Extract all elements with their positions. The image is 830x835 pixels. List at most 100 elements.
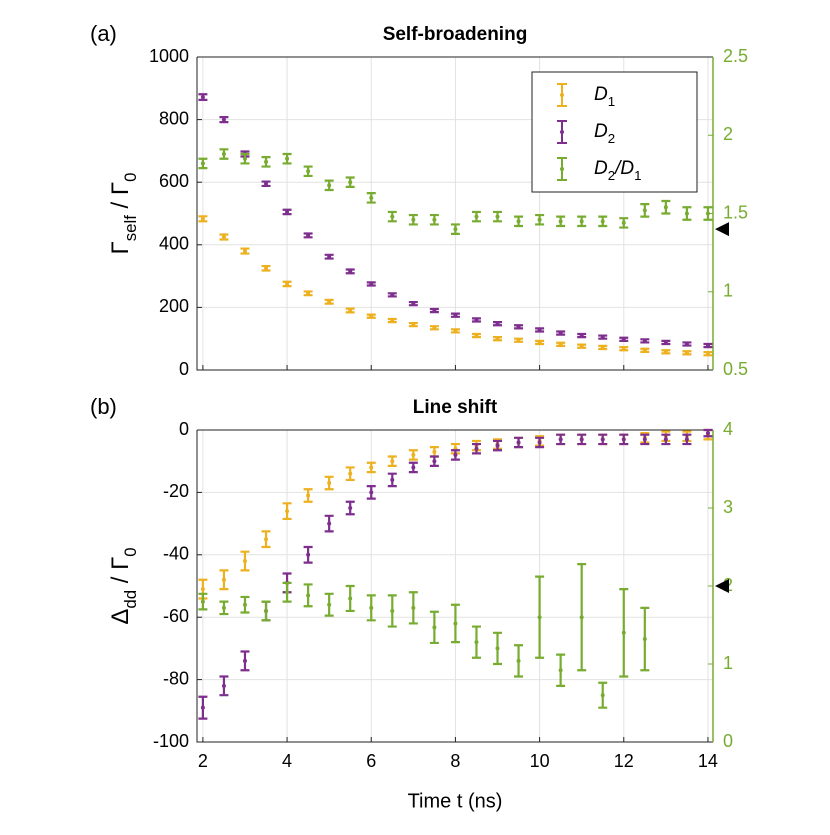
y2-tick-label: 0.5: [723, 359, 748, 379]
data-point: [684, 211, 689, 216]
error-bar: [556, 433, 566, 446]
error-bar: [471, 332, 481, 339]
y-tick-label: 800: [159, 108, 189, 128]
error-bar: [366, 313, 376, 319]
error-bar: [493, 336, 503, 342]
data-point: [432, 449, 437, 454]
axes-frame: [196, 430, 713, 743]
y-tick-label: 200: [159, 296, 189, 316]
error-bar: [556, 330, 566, 336]
data-point: [516, 324, 521, 329]
panel-label: (a): [90, 21, 117, 46]
error-bar: [345, 307, 355, 314]
data-point: [390, 477, 395, 482]
data-point: [432, 459, 437, 464]
x-tick-label: 10: [530, 751, 550, 771]
text-part: Δ: [107, 609, 134, 625]
error-bar: [198, 695, 208, 720]
data-point: [558, 437, 563, 442]
subscript: 1: [608, 94, 615, 109]
error-bar: [450, 449, 460, 461]
x-tick-label: 14: [698, 751, 718, 771]
data-point: [600, 335, 605, 340]
data-point: [411, 322, 416, 327]
data-point: [495, 443, 500, 448]
data-point: [474, 333, 479, 338]
error-bar: [408, 300, 418, 307]
data-point: [306, 493, 311, 498]
data-point: [327, 299, 332, 304]
data-point: [495, 336, 500, 341]
data-point: [642, 437, 647, 442]
error-bar: [429, 446, 439, 458]
error-bar: [366, 281, 376, 287]
error-bar: [598, 681, 608, 709]
axis-marker: [715, 222, 729, 237]
data-point: [285, 509, 290, 514]
data-point: [558, 219, 563, 224]
error-bar: [471, 625, 481, 659]
error-bar: [219, 115, 229, 124]
data-point: [221, 577, 226, 582]
error-bar: [514, 644, 524, 678]
data-point: [453, 452, 458, 457]
data-point: [327, 481, 332, 486]
legend-dot: [560, 167, 564, 171]
error-bar: [535, 575, 545, 659]
error-bar: [493, 210, 503, 223]
error-bar: [387, 317, 397, 324]
data-point: [285, 209, 290, 214]
error-bar: [661, 349, 671, 355]
error-bar: [471, 442, 481, 455]
error-bar: [577, 563, 587, 672]
error-bar: [261, 264, 271, 272]
y2-tick-label: 0: [723, 731, 733, 751]
error-bar: [324, 298, 334, 305]
data-point: [537, 340, 542, 345]
error-bar: [198, 157, 208, 170]
data-point: [537, 440, 542, 445]
error-bar: [282, 152, 292, 165]
data-point: [705, 351, 710, 356]
panel-label: (b): [90, 394, 117, 419]
data-point: [516, 658, 521, 663]
error-bar: [577, 433, 587, 446]
error-bar: [324, 253, 334, 260]
data-point: [579, 615, 584, 620]
error-bar: [408, 449, 418, 461]
data-point: [537, 217, 542, 222]
error-bar: [198, 93, 208, 101]
subscript: 0: [121, 173, 140, 182]
y-axis-label: Δdd / Γ0: [107, 547, 140, 624]
y-tick-label: -20: [163, 481, 189, 501]
y-tick-label: 0: [179, 359, 189, 379]
data-point: [200, 95, 205, 100]
error-bar: [429, 213, 439, 226]
data-point: [264, 537, 269, 542]
error-bar: [577, 332, 587, 339]
error-bar: [577, 343, 587, 349]
data-point: [579, 333, 584, 338]
text-part: D: [594, 158, 608, 179]
error-bar: [219, 233, 229, 241]
error-bar: [556, 653, 566, 687]
error-bar: [682, 433, 692, 446]
data-point: [579, 344, 584, 349]
y-tick-label: -80: [163, 668, 189, 688]
data-point: [369, 314, 374, 319]
y2-tick-label: 1: [723, 653, 733, 673]
data-point: [453, 313, 458, 318]
data-point: [516, 440, 521, 445]
data-point: [264, 608, 269, 613]
y2-tick-label: 4: [723, 419, 733, 439]
error-bar: [450, 603, 460, 644]
data-point: [642, 348, 647, 353]
data-point: [600, 345, 605, 350]
data-point: [705, 343, 710, 348]
y-tick-label: -60: [163, 606, 189, 626]
data-point: [200, 705, 205, 710]
data-point: [327, 602, 332, 607]
y2-tick-label: 1.5: [723, 202, 748, 222]
error-bar: [450, 328, 460, 334]
error-bar: [514, 337, 524, 343]
